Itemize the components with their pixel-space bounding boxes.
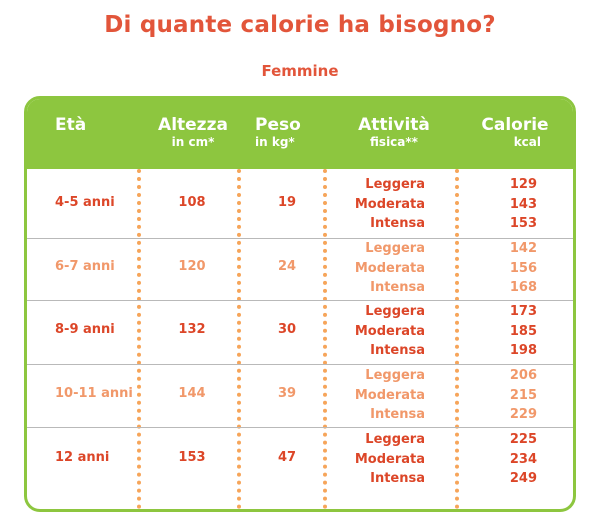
cell-eta: 8-9 anni — [55, 322, 115, 337]
activity-moderata: Moderata — [354, 387, 425, 403]
row-divider — [27, 364, 573, 365]
activity-leggera: Leggera — [365, 368, 425, 383]
cell-altezza: 108 — [178, 195, 206, 210]
cell-eta: 10-11 anni — [55, 386, 133, 401]
activity-intensa: Intensa — [370, 343, 425, 358]
header-eta: Età — [55, 115, 86, 135]
activity-moderata: Moderata — [354, 196, 425, 212]
cell-attivita: Leggera Moderata Intensa — [341, 175, 425, 234]
kcal-intensa: 153 — [509, 216, 537, 231]
column-separator — [237, 169, 241, 509]
kcal-intensa: 229 — [509, 407, 537, 422]
kcal-moderata: 234 — [509, 451, 537, 467]
activity-intensa: Intensa — [370, 471, 425, 486]
header-attivita-unit: fisica** — [370, 135, 418, 149]
cell-attivita: Leggera Moderata Intensa — [341, 430, 425, 489]
cell-altezza: 153 — [178, 450, 206, 465]
cell-peso: 24 — [277, 259, 297, 274]
kcal-leggera: 225 — [509, 432, 537, 447]
header-calorie-unit: kcal — [513, 135, 541, 149]
cell-altezza: 132 — [178, 322, 206, 337]
activity-leggera: Leggera — [365, 177, 425, 192]
activity-leggera: Leggera — [365, 304, 425, 319]
header-altezza-label: Altezza — [158, 115, 228, 135]
header-peso: Peso in kg* — [255, 115, 315, 149]
kcal-moderata: 156 — [509, 260, 537, 276]
cell-calorie: 142 156 168 — [487, 239, 537, 298]
header-altezza: Altezza in cm* — [153, 115, 233, 149]
header-attivita: Attività fisica** — [349, 115, 439, 149]
cell-altezza: 120 — [178, 259, 206, 274]
activity-moderata: Moderata — [354, 323, 425, 339]
cell-calorie: 129 143 153 — [487, 175, 537, 234]
kcal-leggera: 129 — [509, 177, 537, 192]
cell-peso: 30 — [277, 322, 297, 337]
page-subtitle: Femmine — [261, 62, 339, 80]
activity-leggera: Leggera — [365, 241, 425, 256]
activity-intensa: Intensa — [370, 216, 425, 231]
column-separator — [137, 169, 141, 509]
activity-moderata: Moderata — [354, 260, 425, 276]
kcal-intensa: 168 — [509, 280, 537, 295]
cell-eta: 4-5 anni — [55, 195, 115, 210]
header-peso-label: Peso — [255, 115, 301, 135]
column-separator — [323, 169, 327, 509]
kcal-intensa: 198 — [509, 343, 537, 358]
cell-calorie: 173 185 198 — [487, 302, 537, 361]
cell-eta: 12 anni — [55, 450, 110, 465]
header-calorie: Calorie kcal — [475, 115, 555, 149]
header-calorie-label: Calorie — [481, 115, 549, 135]
cell-peso: 19 — [277, 195, 297, 210]
kcal-moderata: 215 — [509, 387, 537, 403]
cell-attivita: Leggera Moderata Intensa — [341, 366, 425, 425]
cell-attivita: Leggera Moderata Intensa — [341, 302, 425, 361]
cell-peso: 39 — [277, 386, 297, 401]
row-divider — [27, 238, 573, 239]
cell-attivita: Leggera Moderata Intensa — [341, 239, 425, 298]
activity-leggera: Leggera — [365, 432, 425, 447]
kcal-leggera: 206 — [509, 368, 537, 383]
kcal-moderata: 143 — [509, 196, 537, 212]
cell-eta: 6-7 anni — [55, 259, 115, 274]
cell-altezza: 144 — [178, 386, 206, 401]
cell-calorie: 206 215 229 — [487, 366, 537, 425]
kcal-moderata: 185 — [509, 323, 537, 339]
header-eta-label: Età — [55, 115, 87, 135]
kcal-leggera: 173 — [509, 304, 537, 319]
row-divider — [27, 300, 573, 301]
cell-peso: 47 — [277, 450, 297, 465]
calorie-table: Età Altezza in cm* Peso in kg* Attività … — [24, 96, 576, 512]
page-title: Di quante calorie ha bisogno? — [104, 12, 496, 38]
table-header: Età Altezza in cm* Peso in kg* Attività … — [27, 99, 573, 169]
column-separator — [455, 169, 459, 509]
header-attivita-label: Attività — [358, 115, 430, 135]
row-divider — [27, 427, 573, 428]
cell-calorie: 225 234 249 — [487, 430, 537, 489]
activity-intensa: Intensa — [370, 407, 425, 422]
activity-moderata: Moderata — [354, 451, 425, 467]
header-peso-unit: in kg* — [255, 135, 295, 149]
activity-intensa: Intensa — [370, 280, 425, 295]
kcal-leggera: 142 — [509, 241, 537, 256]
header-altezza-unit: in cm* — [171, 135, 215, 149]
kcal-intensa: 249 — [509, 471, 537, 486]
